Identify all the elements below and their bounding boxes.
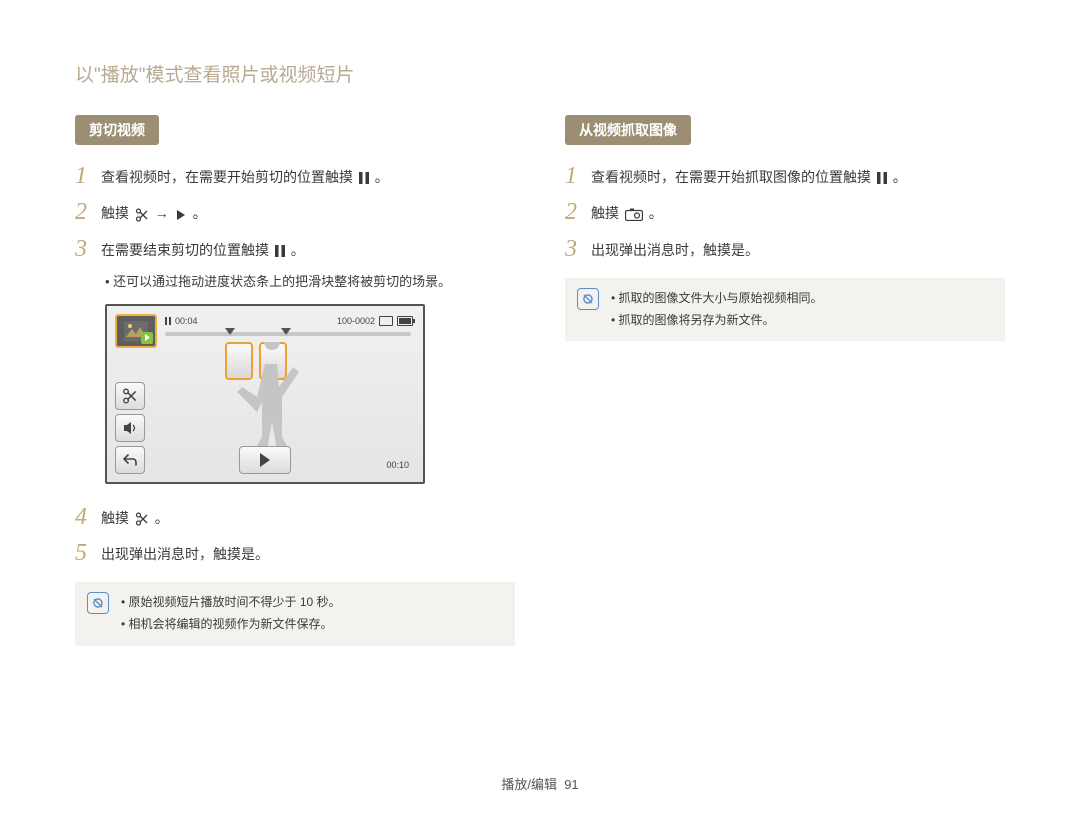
step-1: 1 查看视频时，在需要开始剪切的位置触摸 。 bbox=[75, 163, 515, 189]
total-time: 00:10 bbox=[386, 460, 409, 470]
play-icon bbox=[259, 453, 271, 467]
step-num: 3 bbox=[75, 236, 101, 262]
trim-button[interactable] bbox=[115, 382, 145, 410]
step-num: 4 bbox=[75, 504, 101, 530]
note-icon bbox=[577, 288, 599, 310]
manual-page: 以"播放"模式查看照片或视频短片 剪切视频 1 查看视频时，在需要开始剪切的位置… bbox=[0, 0, 1080, 646]
note-item: 抓取的图像将另存为新文件。 bbox=[611, 310, 823, 332]
step-text: 出现弹出消息时，触摸是。 bbox=[101, 540, 269, 565]
step-text: 出现弹出消息时，触摸是。 bbox=[591, 236, 759, 261]
step-text: 查看视频时，在需要开始剪切的位置触摸 。 bbox=[101, 163, 389, 188]
side-controls bbox=[115, 382, 145, 474]
play-overlay-icon bbox=[141, 332, 153, 344]
step-text: 触摸 。 bbox=[591, 199, 663, 224]
page-title: 以"播放"模式查看照片或视频短片 bbox=[75, 60, 1005, 87]
page-footer: 播放/编辑 91 bbox=[0, 774, 1080, 793]
video-thumbnail[interactable] bbox=[115, 314, 157, 348]
trim-end-marker[interactable] bbox=[281, 328, 291, 335]
step-text: 查看视频时，在需要开始抓取图像的位置触摸 。 bbox=[591, 163, 907, 188]
note-list: 原始视频短片播放时间不得少于 10 秒。 相机会将编辑的视频作为新文件保存。 bbox=[121, 592, 341, 635]
battery-icon bbox=[397, 316, 413, 326]
note-item: 相机会将编辑的视频作为新文件保存。 bbox=[121, 614, 341, 636]
section-header-capture: 从视频抓取图像 bbox=[565, 115, 691, 145]
scissors-icon bbox=[135, 512, 149, 526]
step-3-sub: 还可以通过拖动进度状态条上的把滑块整将被剪切的场景。 bbox=[105, 272, 515, 292]
person-silhouette bbox=[227, 342, 317, 452]
video-preview: 00:04 100-0002 bbox=[105, 304, 425, 484]
elapsed-time: 00:04 bbox=[165, 316, 198, 326]
step-r2: 2 触摸 。 bbox=[565, 199, 1005, 225]
step-num: 1 bbox=[565, 163, 591, 189]
note-list: 抓取的图像文件大小与原始视频相同。 抓取的图像将另存为新文件。 bbox=[611, 288, 823, 331]
step-3: 3 在需要结束剪切的位置触摸 。 bbox=[75, 236, 515, 262]
step-text: 触摸 → 。 bbox=[101, 199, 207, 224]
pause-icon bbox=[359, 172, 369, 184]
pause-icon bbox=[275, 245, 285, 257]
step-num: 1 bbox=[75, 163, 101, 189]
note-item: 原始视频短片播放时间不得少于 10 秒。 bbox=[121, 592, 341, 614]
step-text: 在需要结束剪切的位置触摸 。 bbox=[101, 236, 305, 261]
speaker-icon bbox=[122, 420, 138, 436]
note-box-right: 抓取的图像文件大小与原始视频相同。 抓取的图像将另存为新文件。 bbox=[565, 278, 1005, 341]
note-icon bbox=[87, 592, 109, 614]
step-num: 2 bbox=[565, 199, 591, 225]
back-arrow-icon bbox=[122, 452, 138, 468]
right-column: 从视频抓取图像 1 查看视频时，在需要开始抓取图像的位置触摸 。 2 触摸 。 bbox=[565, 115, 1005, 646]
scissors-icon bbox=[135, 208, 149, 222]
back-button[interactable] bbox=[115, 446, 145, 474]
timeline[interactable] bbox=[165, 332, 411, 336]
section-header-trim: 剪切视频 bbox=[75, 115, 159, 145]
step-num: 2 bbox=[75, 199, 101, 225]
step-4: 4 触摸 。 bbox=[75, 504, 515, 530]
capture-icon bbox=[625, 208, 643, 221]
columns: 剪切视频 1 查看视频时，在需要开始剪切的位置触摸 。 2 触摸 → 。 bbox=[75, 115, 1005, 646]
pause-small-icon bbox=[165, 317, 171, 325]
play-right-icon bbox=[175, 209, 187, 221]
volume-button[interactable] bbox=[115, 414, 145, 442]
trim-start-marker[interactable] bbox=[225, 328, 235, 335]
pause-icon bbox=[877, 172, 887, 184]
step-num: 5 bbox=[75, 540, 101, 566]
step-r3: 3 出现弹出消息时，触摸是。 bbox=[565, 236, 1005, 262]
file-info: 100-0002 bbox=[337, 316, 413, 326]
note-item: 抓取的图像文件大小与原始视频相同。 bbox=[611, 288, 823, 310]
step-5: 5 出现弹出消息时，触摸是。 bbox=[75, 540, 515, 566]
step-text: 触摸 。 bbox=[101, 504, 169, 529]
step-num: 3 bbox=[565, 236, 591, 262]
note-box-left: 原始视频短片播放时间不得少于 10 秒。 相机会将编辑的视频作为新文件保存。 bbox=[75, 582, 515, 645]
left-column: 剪切视频 1 查看视频时，在需要开始剪切的位置触摸 。 2 触摸 → 。 bbox=[75, 115, 515, 646]
play-button[interactable] bbox=[239, 446, 291, 474]
sd-card-icon bbox=[379, 316, 393, 326]
step-r1: 1 查看视频时，在需要开始抓取图像的位置触摸 。 bbox=[565, 163, 1005, 189]
step-2: 2 触摸 → 。 bbox=[75, 199, 515, 225]
scissors-icon bbox=[122, 388, 138, 404]
